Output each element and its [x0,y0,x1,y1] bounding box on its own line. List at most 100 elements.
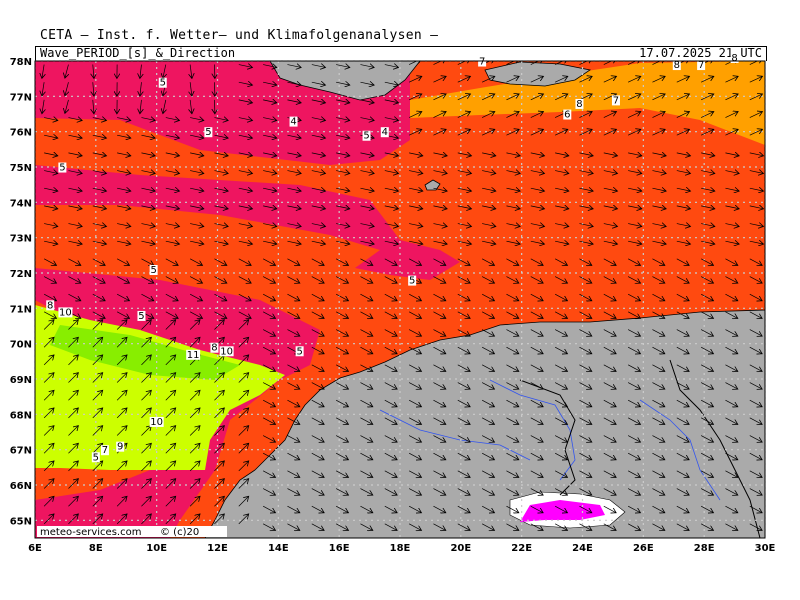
direction-arrow [165,224,180,227]
direction-arrow [189,408,200,419]
direction-arrow [676,293,689,301]
direction-arrow [409,171,423,174]
direction-arrow [506,505,518,513]
direction-arrow [263,82,277,85]
direction-arrow [530,293,543,301]
direction-arrow [579,112,592,118]
direction-arrow [725,224,739,227]
lon-label: 12E [207,543,228,554]
direction-arrow [165,118,180,121]
direction-arrow [627,94,641,101]
direction-arrow [530,206,545,209]
direction-arrow [700,470,713,478]
direction-arrow [335,364,348,372]
direction-arrow [652,435,664,443]
isoline-label: 5 [409,276,415,287]
direction-arrow [262,346,275,354]
direction-arrow [603,293,616,301]
direction-arrow [116,479,127,489]
direction-arrow [238,100,253,103]
direction-arrow [384,311,397,319]
direction-arrow [652,153,666,156]
lon-label: 26E [633,543,654,554]
direction-arrow [506,364,518,372]
direction-arrow [335,276,348,284]
direction-arrow [700,276,713,284]
direction-arrow [43,443,54,454]
direction-arrow [749,435,762,443]
direction-arrow [530,329,543,337]
direction-arrow [189,258,202,266]
direction-arrow [141,258,153,266]
direction-arrow [481,452,494,460]
direction-arrow [214,171,228,174]
direction-arrow [336,135,350,138]
lon-label: 14E [268,543,289,554]
direction-arrow [116,337,127,348]
river-3 [639,399,721,501]
direction-arrow [360,118,374,121]
direction-arrow [42,64,44,79]
direction-arrow [189,276,202,284]
direction-arrow [555,171,569,174]
direction-arrow [116,311,129,319]
direction-arrow [676,276,689,284]
direction-arrow [603,129,617,136]
direction-arrow [262,364,275,372]
direction-arrow [579,435,591,443]
direction-arrow [579,470,591,478]
direction-arrow [238,65,253,68]
direction-arrow [190,224,204,227]
direction-arrow [141,443,151,454]
direction-arrow [749,76,763,83]
direction-arrow [627,258,640,266]
direction-arrow [287,452,299,460]
direction-arrow [530,94,544,101]
direction-arrow [555,241,569,244]
direction-arrow [214,320,224,330]
direction-arrow [433,76,446,83]
direction-arrow [482,206,496,209]
direction-arrow [117,171,131,174]
direction-arrow [627,382,640,390]
direction-arrow [92,276,105,284]
direction-arrow [238,293,251,301]
direction-arrow [433,276,445,284]
direction-arrow [652,488,664,496]
direction-arrow [700,364,713,372]
direction-arrow [627,346,640,354]
direction-arrow [68,188,82,191]
direction-arrow [311,364,324,372]
direction-arrow [627,417,640,425]
isoline-label: 7 [698,60,704,71]
direction-arrow [530,311,543,319]
direction-arrow [506,188,520,191]
direction-arrow [603,364,616,372]
direction-arrow [506,382,518,390]
direction-arrow [384,523,397,531]
direction-arrow [506,488,518,496]
direction-arrow [43,426,54,436]
direction-arrow [116,320,127,330]
direction-arrow [506,153,520,156]
direction-arrow [141,479,151,489]
direction-arrow [214,443,224,454]
direction-arrow [627,276,640,284]
direction-arrow [603,382,616,390]
direction-arrow [68,390,78,401]
direction-arrow [433,206,447,209]
direction-arrow [725,206,739,209]
direction-arrow [384,382,397,390]
direction-arrow [554,523,567,531]
lat-label: 75N [10,163,32,174]
direction-arrow [384,276,397,284]
isoline-label: 5 [363,131,369,142]
direction-arrow [238,355,249,366]
direction-arrow [336,188,350,191]
direction-arrow [165,479,176,489]
direction-arrow [481,293,494,301]
direction-arrow [287,258,299,266]
direction-arrow [652,452,664,460]
direction-arrow [530,435,543,443]
